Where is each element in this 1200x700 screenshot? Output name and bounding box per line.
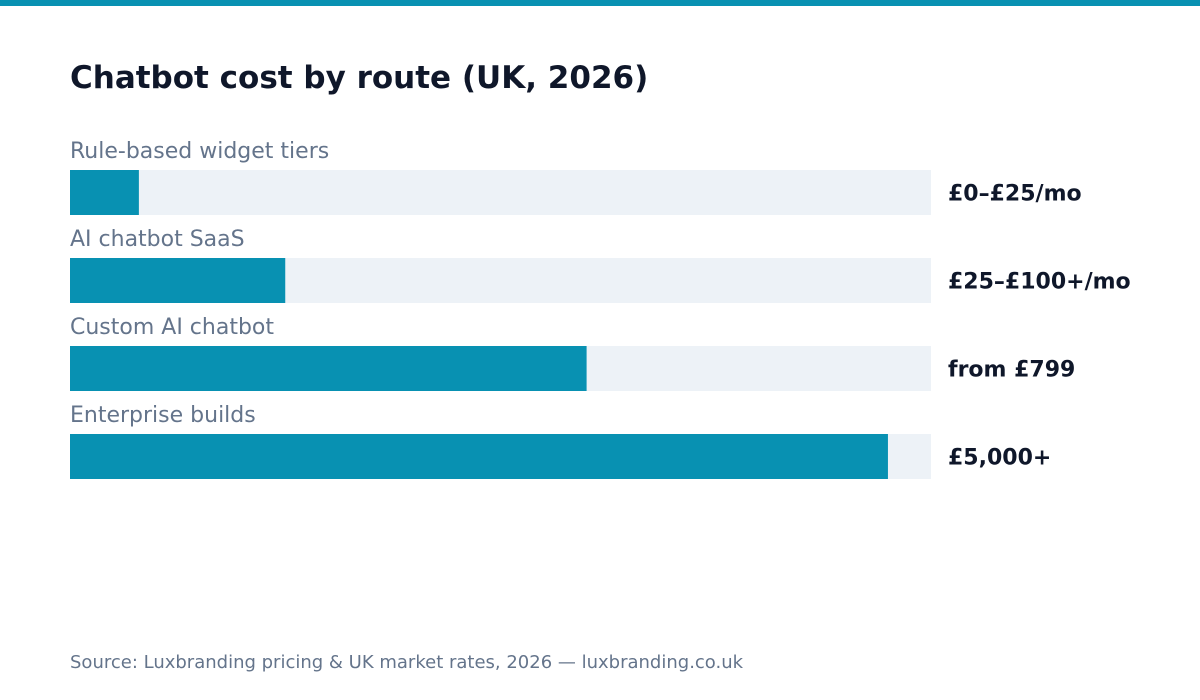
bar-chart: Rule-based widget tiers £0–£25/mo AI chatb… bbox=[70, 139, 1131, 479]
bar bbox=[70, 170, 139, 215]
top-accent-bar bbox=[0, 0, 1200, 6]
value-label: £0–£25/mo bbox=[948, 182, 1082, 207]
category-label: AI chatbot SaaS bbox=[70, 227, 245, 252]
bar bbox=[70, 258, 286, 303]
value-label: from £799 bbox=[948, 358, 1075, 383]
category-label: Custom AI chatbot bbox=[70, 315, 274, 340]
value-label: £25–£100+/mo bbox=[948, 270, 1131, 295]
value-label: £5,000+ bbox=[948, 446, 1051, 471]
category-label: Enterprise builds bbox=[70, 403, 256, 428]
bar-track bbox=[70, 170, 931, 215]
bar bbox=[70, 346, 587, 391]
chart-title: Chatbot cost by route (UK, 2026) bbox=[70, 60, 649, 96]
bar bbox=[70, 434, 888, 479]
source-note: Source: Luxbranding pricing & UK market … bbox=[70, 652, 744, 673]
category-label: Rule-based widget tiers bbox=[70, 139, 329, 164]
